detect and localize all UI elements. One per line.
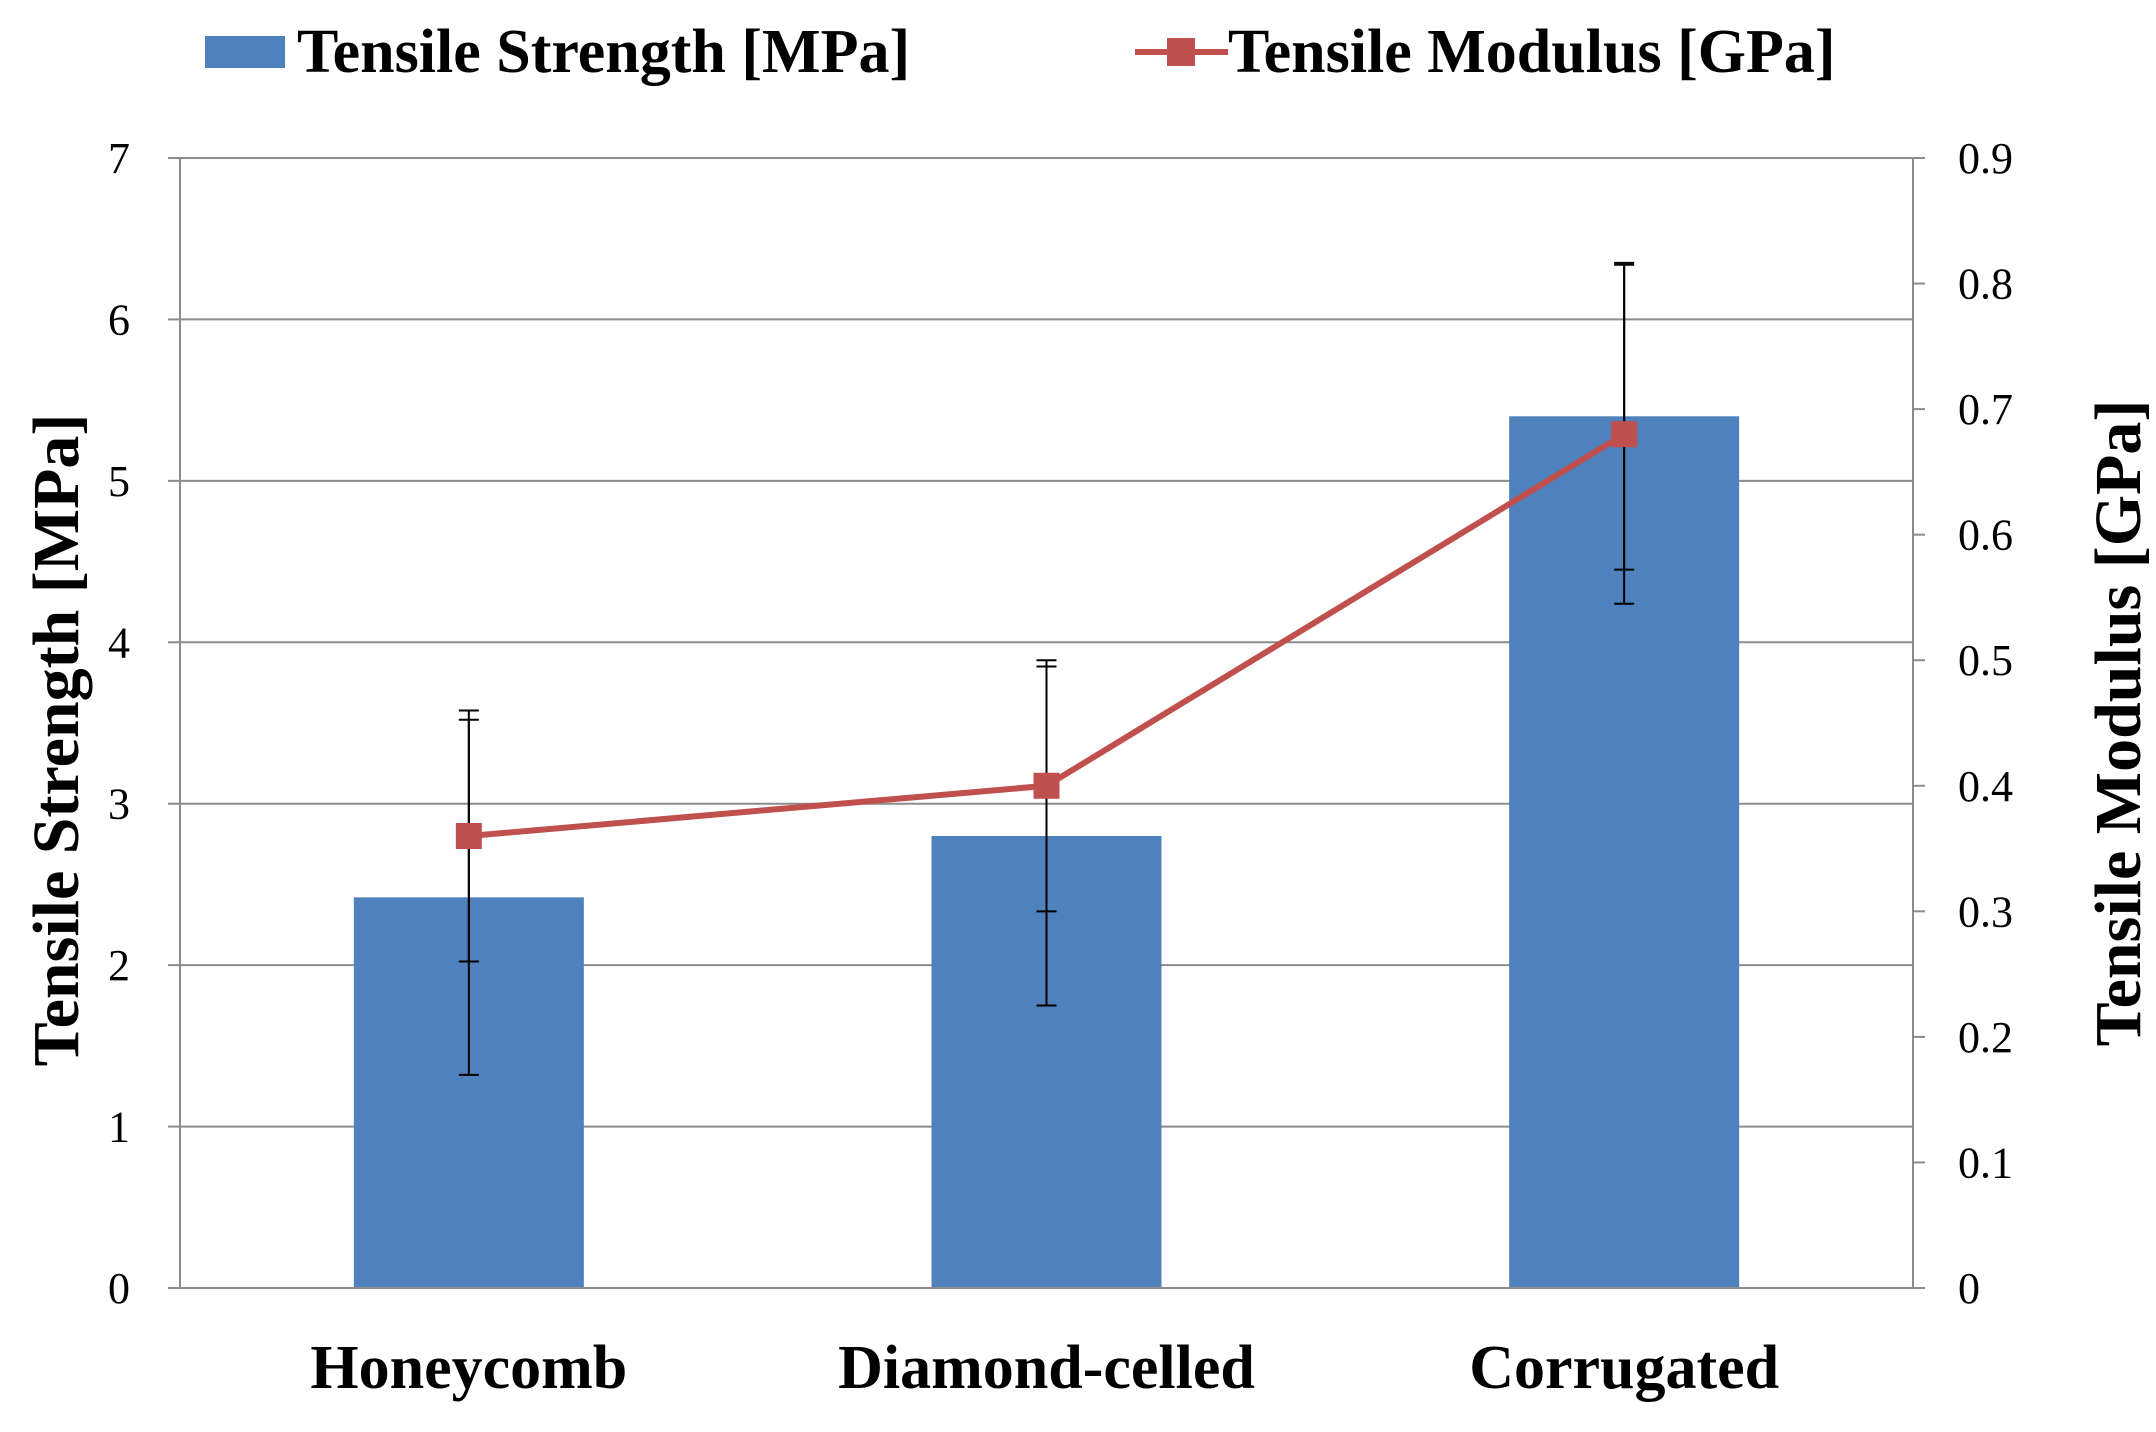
left-tick-label: 2 <box>108 941 130 990</box>
right-tick-label: 0.4 <box>1958 762 2013 811</box>
legend-line-marker <box>1167 38 1195 66</box>
legend-bar-swatch <box>205 36 285 68</box>
right-tick-label: 0 <box>1958 1264 1980 1313</box>
line-point <box>455 823 482 849</box>
axes <box>179 158 1914 1289</box>
legend-bar-label: Tensile Strength [MPa] <box>297 18 910 86</box>
right-tick-label: 0.8 <box>1958 260 2013 309</box>
left-tick-label: 3 <box>108 780 130 829</box>
line-point <box>1611 421 1638 448</box>
right-tick-label: 0.5 <box>1958 636 2013 685</box>
line-series <box>455 421 1638 849</box>
category-label: Honeycomb <box>310 1334 627 1402</box>
left-axis-ticks: 0 1 2 3 4 5 6 7 <box>108 134 180 1313</box>
legend-line-label: Tensile Modulus [GPa] <box>1228 18 1835 86</box>
line-point <box>1033 772 1060 799</box>
left-axis-title: Tensile Strength [MPa] <box>20 414 93 1067</box>
category-label: Diamond-celled <box>838 1334 1255 1402</box>
right-axis-title: Tensile Modulus [GPa] <box>2082 400 2155 1047</box>
left-tick-label: 5 <box>108 457 130 506</box>
left-tick-label: 4 <box>108 618 130 667</box>
right-tick-label: 0.7 <box>1958 385 2013 434</box>
category-label: Corrugated <box>1469 1334 1779 1402</box>
left-tick-label: 6 <box>108 295 130 344</box>
right-tick-label: 0.2 <box>1958 1013 2013 1062</box>
right-axis-ticks: 0 0.1 0.2 0.3 0.4 0.5 0.6 0.7 0.8 0.9 <box>1913 134 2013 1313</box>
right-tick-label: 0.9 <box>1958 134 2013 183</box>
category-labels: Honeycomb Diamond-celled Corrugated <box>310 1334 1779 1402</box>
line-error-bars <box>458 263 1635 963</box>
right-tick-label: 0.1 <box>1958 1138 2013 1187</box>
right-tick-label: 0.6 <box>1958 511 2013 560</box>
bar-series <box>353 416 1740 1288</box>
left-tick-label: 0 <box>108 1264 130 1313</box>
left-tick-label: 1 <box>108 1103 130 1152</box>
legend: Tensile Strength [MPa] Tensile Modulus [… <box>205 18 1835 86</box>
right-tick-label: 0.3 <box>1958 887 2013 936</box>
left-tick-label: 7 <box>108 134 130 183</box>
